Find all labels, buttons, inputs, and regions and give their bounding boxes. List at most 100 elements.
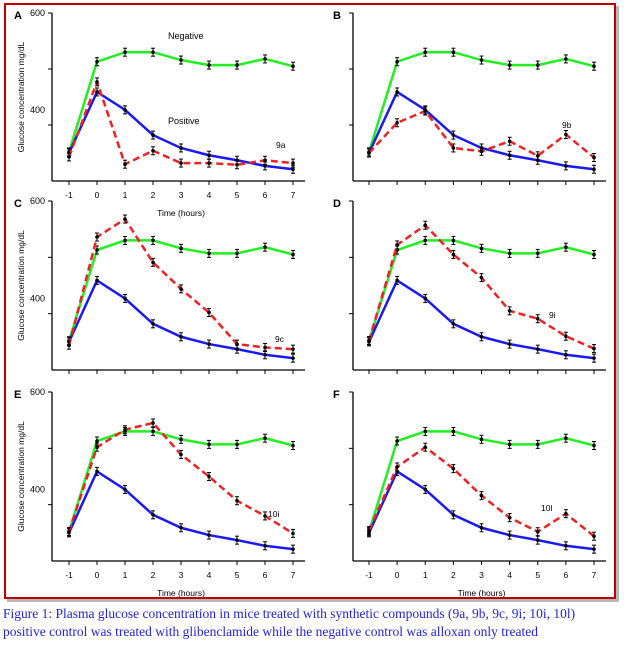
panel-b: B 9b	[333, 10, 606, 185]
data-point	[451, 252, 456, 257]
data-point	[151, 429, 155, 434]
x-tick-label: 1	[423, 570, 428, 580]
data-point	[95, 248, 99, 252]
data-point	[151, 260, 155, 265]
data-point	[451, 133, 456, 137]
data-point	[207, 533, 211, 537]
data-point	[451, 466, 456, 471]
data-point	[291, 356, 295, 360]
panel-d: D 9i	[333, 198, 606, 374]
data-point	[592, 252, 596, 257]
compound-label: 9i	[549, 310, 556, 320]
data-point	[564, 132, 568, 137]
data-point	[423, 223, 428, 228]
data-point	[67, 155, 71, 159]
x-tick-label: 7	[291, 190, 296, 200]
data-point	[123, 162, 127, 166]
data-point	[123, 108, 127, 112]
data-point	[479, 149, 484, 154]
compound-label: 10l	[541, 503, 552, 513]
data-point	[263, 352, 267, 357]
data-point	[507, 442, 512, 447]
data-point	[67, 529, 71, 534]
data-point	[507, 139, 512, 144]
data-point	[564, 511, 568, 516]
x-tick-label: -1	[365, 570, 373, 580]
data-point	[235, 442, 239, 447]
data-point	[507, 515, 512, 520]
data-point	[564, 334, 568, 339]
panel-letter: F	[333, 389, 340, 401]
data-point	[423, 445, 428, 450]
y-tick-label: 400	[30, 105, 45, 115]
data-point	[151, 513, 155, 517]
panel-letter: D	[333, 198, 341, 210]
data-point	[179, 525, 183, 530]
data-point	[479, 334, 484, 339]
x-tick-label: 1	[123, 190, 128, 200]
data-point	[179, 287, 183, 291]
compound-label: 9b	[562, 120, 572, 130]
data-point	[123, 217, 127, 221]
data-point	[395, 278, 399, 283]
data-point	[451, 513, 456, 517]
data-point	[207, 442, 211, 447]
data-point	[592, 534, 596, 539]
panel-letter: C	[14, 198, 22, 210]
data-point	[179, 146, 183, 150]
x-tick-label: 0	[95, 190, 100, 200]
data-point	[263, 543, 267, 548]
compound-label: 10i	[268, 509, 279, 519]
data-point	[479, 525, 484, 530]
caption-line-2: positive control was treated with gliben…	[3, 624, 538, 639]
panel-c: C 600 400 Glucose concentration mg/dL 9c	[14, 196, 305, 374]
data-point	[535, 251, 540, 256]
data-point	[592, 167, 596, 172]
positive-control-line	[67, 90, 294, 171]
data-point	[67, 343, 71, 348]
x-tick-label: 4	[207, 570, 212, 580]
data-point	[395, 120, 399, 125]
y-axis-label: Glucose concentration mg/dL	[16, 41, 26, 152]
data-point	[207, 310, 211, 315]
x-tick-label: 2	[451, 570, 456, 580]
x-tick-label: 1	[123, 570, 128, 580]
data-point	[507, 63, 512, 67]
data-point	[479, 58, 484, 62]
data-point	[291, 161, 295, 165]
data-point	[207, 161, 211, 165]
compound-line	[67, 78, 294, 167]
panel-letter: A	[14, 10, 22, 22]
data-point	[451, 146, 456, 150]
x-axis-label: Time (hours)	[157, 208, 205, 218]
data-point	[179, 437, 183, 442]
positive-control-line	[67, 469, 294, 551]
data-point	[367, 528, 371, 533]
data-point	[423, 296, 428, 301]
data-point	[535, 538, 540, 542]
data-point	[235, 342, 239, 346]
data-point	[507, 251, 512, 256]
data-point	[291, 64, 295, 68]
data-point	[507, 153, 512, 158]
data-point	[123, 238, 127, 243]
data-point	[151, 133, 155, 137]
data-point	[235, 162, 239, 167]
data-point	[479, 275, 484, 280]
data-point	[507, 342, 512, 346]
data-point	[423, 429, 428, 434]
x-tick-label: 2	[151, 570, 156, 580]
negative-control-line	[367, 430, 595, 533]
data-point	[592, 346, 596, 351]
panel-e: E 600 400 Glucose concentration mg/dL -1 0 1 2 3…	[14, 387, 305, 598]
x-tick-label: 4	[507, 570, 512, 580]
panel-letter: E	[14, 389, 21, 401]
data-point	[207, 63, 211, 67]
data-point	[123, 427, 127, 432]
x-tick-label: 3	[179, 190, 184, 200]
data-point	[451, 238, 456, 243]
negative-label: Negative	[168, 31, 204, 41]
y-tick-label: 600	[30, 196, 45, 206]
data-point	[151, 322, 155, 326]
data-point	[235, 63, 239, 67]
